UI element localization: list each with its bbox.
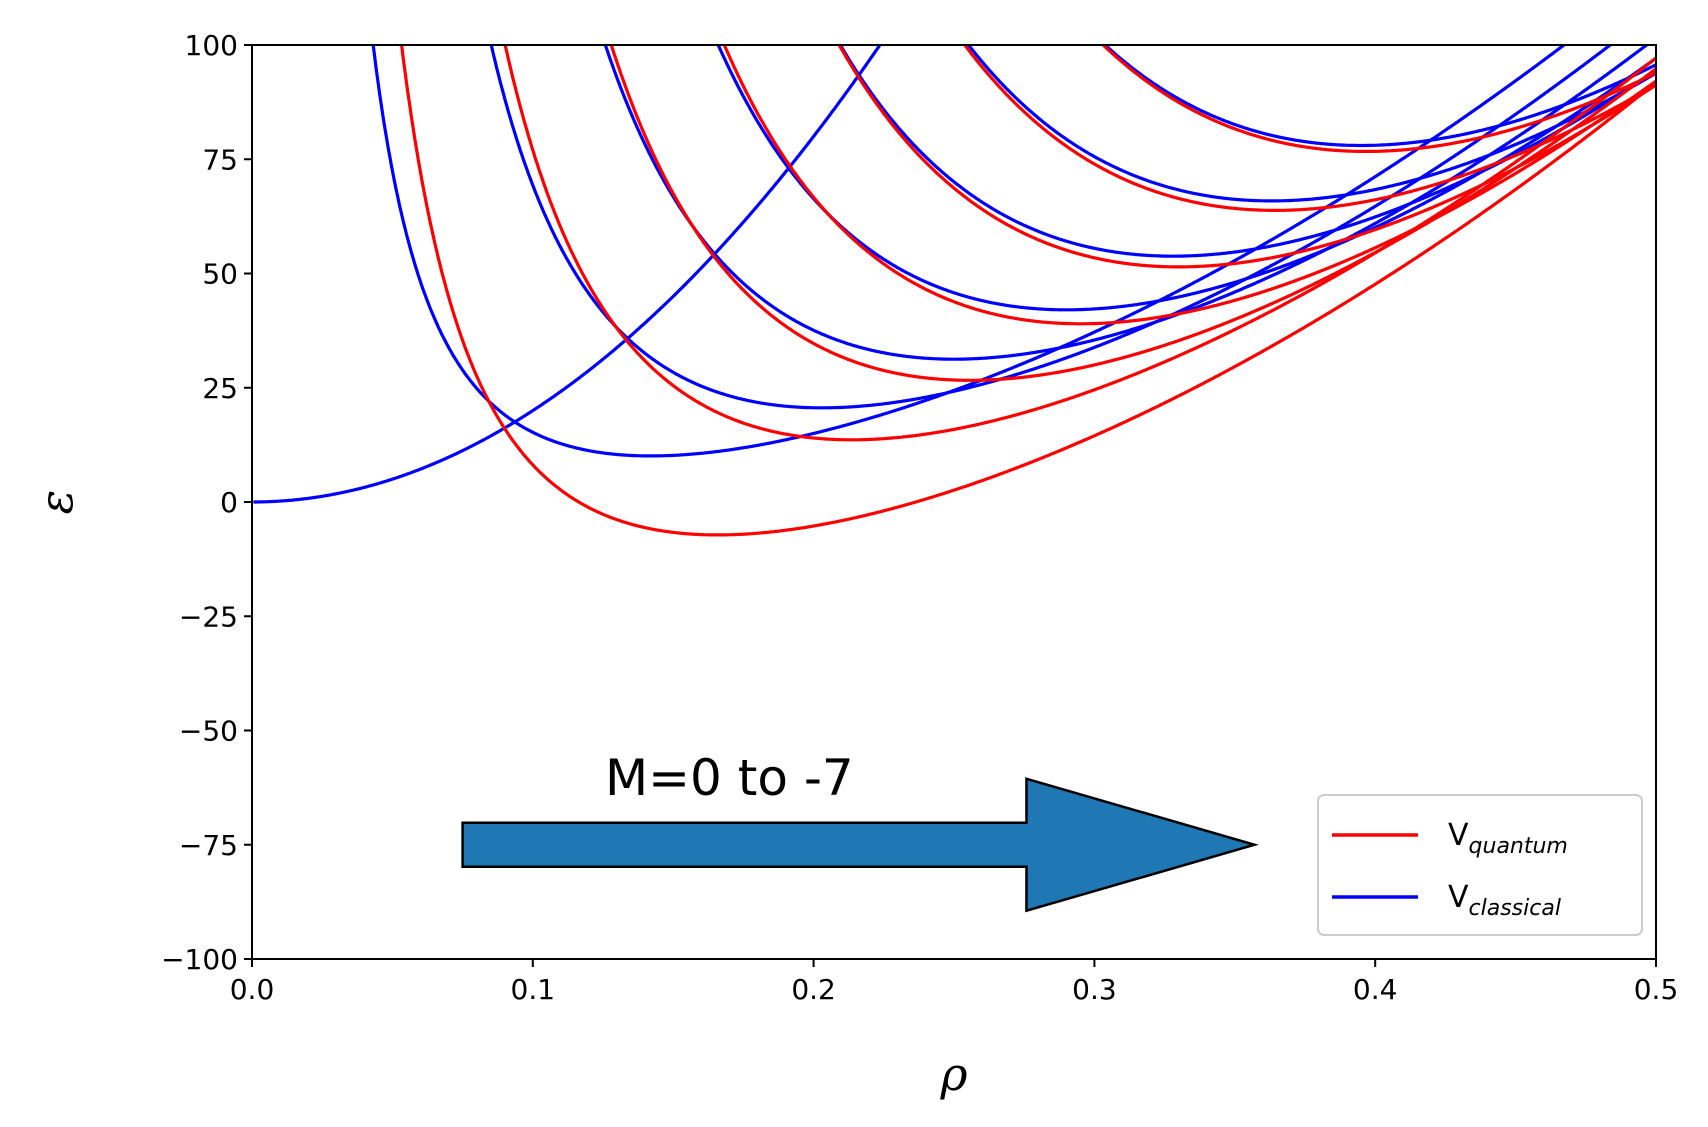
y-tick-label: 25 — [202, 372, 238, 405]
quantum-curve — [837, 45, 1656, 269]
annotation-arrow — [461, 777, 1259, 913]
x-tick-label: 0.3 — [1072, 973, 1117, 1006]
classical-curve — [603, 45, 1650, 361]
y-axis: 100 75 50 25 0 −25 −50 −75 −100 — [161, 29, 252, 976]
legend: Vquantum Vclassical — [1317, 794, 1643, 936]
y-tick-label: −100 — [161, 943, 238, 976]
x-tick-label: 0.0 — [230, 973, 275, 1006]
y-tick-label: −75 — [179, 829, 238, 862]
x-tick-label: 0.5 — [1634, 973, 1679, 1006]
quantum-curve — [1100, 45, 1656, 153]
y-tick-label: −50 — [179, 715, 238, 748]
x-tick-label: 0.4 — [1353, 973, 1398, 1006]
classical-curve — [371, 45, 1567, 458]
annotation-arrow-shape — [461, 777, 1259, 913]
legend-box — [1317, 794, 1643, 936]
classical-curve — [1102, 45, 1656, 148]
y-tick-label: 75 — [202, 143, 238, 176]
y-tick-label: 0 — [220, 486, 238, 519]
quantum-curve — [722, 45, 1656, 326]
x-tick-label: 0.2 — [791, 973, 836, 1006]
annotation-text: M=0 to -7 — [605, 749, 854, 807]
y-tick-label: 100 — [185, 29, 238, 62]
y-tick-label: −25 — [179, 600, 238, 633]
classical-curve — [253, 45, 882, 504]
x-axis-label: ρ — [939, 1047, 967, 1101]
y-axis-label: ε — [29, 490, 83, 515]
classical-curve — [838, 45, 1656, 258]
quantum-curve — [962, 45, 1656, 212]
x-axis: 0.0 0.1 0.2 0.3 0.4 0.5 — [230, 959, 1679, 1006]
y-tick-label: 50 — [202, 258, 238, 291]
classical-curve — [966, 45, 1656, 203]
classical-curve — [716, 45, 1656, 312]
legend-label: Vclassical — [1448, 880, 1561, 921]
legend-label: Vquantum — [1448, 818, 1568, 859]
curves-layer — [253, 45, 1656, 537]
x-tick-label: 0.1 — [511, 973, 556, 1006]
quantum-curve — [400, 45, 1656, 537]
